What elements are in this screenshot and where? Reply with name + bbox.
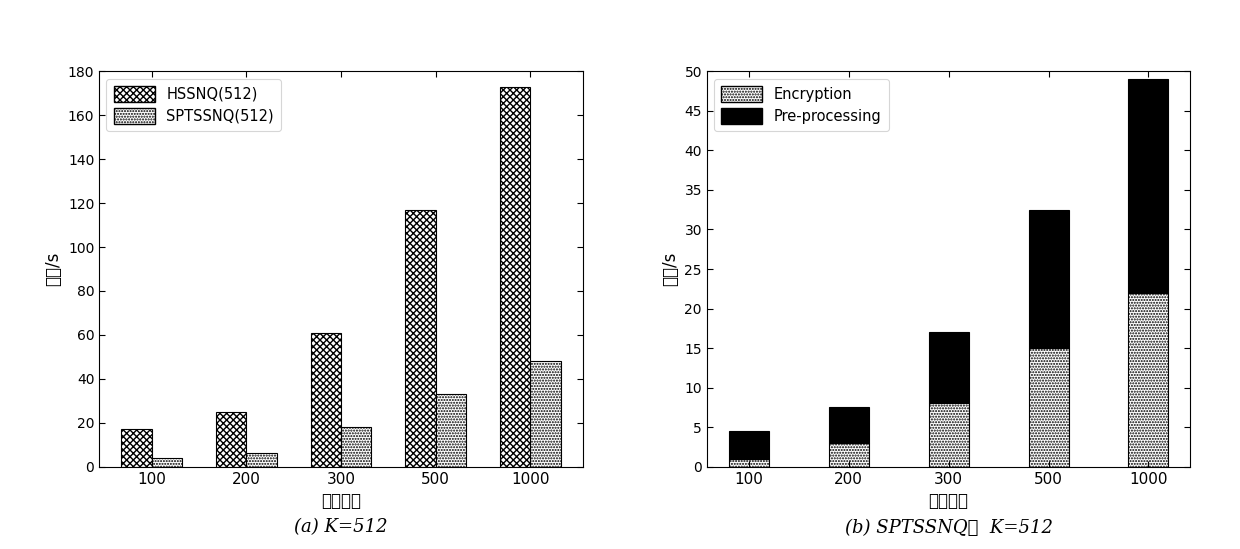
X-axis label: 节点个数: 节点个数 bbox=[929, 492, 968, 510]
Bar bbox=[435, 394, 466, 467]
Bar bbox=[216, 412, 247, 467]
Bar bbox=[531, 361, 560, 467]
Bar bbox=[500, 87, 531, 467]
Bar bbox=[405, 210, 435, 467]
Bar bbox=[247, 453, 277, 467]
Bar bbox=[828, 443, 869, 467]
Y-axis label: 时间/s: 时间/s bbox=[661, 252, 678, 286]
Bar bbox=[341, 427, 371, 467]
Bar bbox=[729, 459, 769, 467]
Bar bbox=[1128, 79, 1168, 293]
Bar bbox=[929, 404, 968, 467]
Y-axis label: 时间/s: 时间/s bbox=[45, 252, 62, 286]
Text: (b) SPTSSNQ，  K=512: (b) SPTSSNQ， K=512 bbox=[844, 518, 1053, 536]
Legend: HSSNQ(512), SPTSSNQ(512): HSSNQ(512), SPTSSNQ(512) bbox=[107, 79, 281, 131]
X-axis label: 节点个数: 节点个数 bbox=[321, 492, 361, 510]
Bar bbox=[122, 429, 151, 467]
Bar bbox=[828, 407, 869, 443]
Bar bbox=[1128, 293, 1168, 467]
Bar bbox=[311, 333, 341, 467]
Bar bbox=[929, 332, 968, 404]
Bar bbox=[729, 431, 769, 459]
Bar bbox=[1028, 348, 1069, 467]
Bar bbox=[1028, 210, 1069, 348]
Text: (a) K=512: (a) K=512 bbox=[294, 518, 388, 536]
Bar bbox=[151, 458, 182, 467]
Legend: Encryption, Pre-processing: Encryption, Pre-processing bbox=[714, 79, 889, 131]
